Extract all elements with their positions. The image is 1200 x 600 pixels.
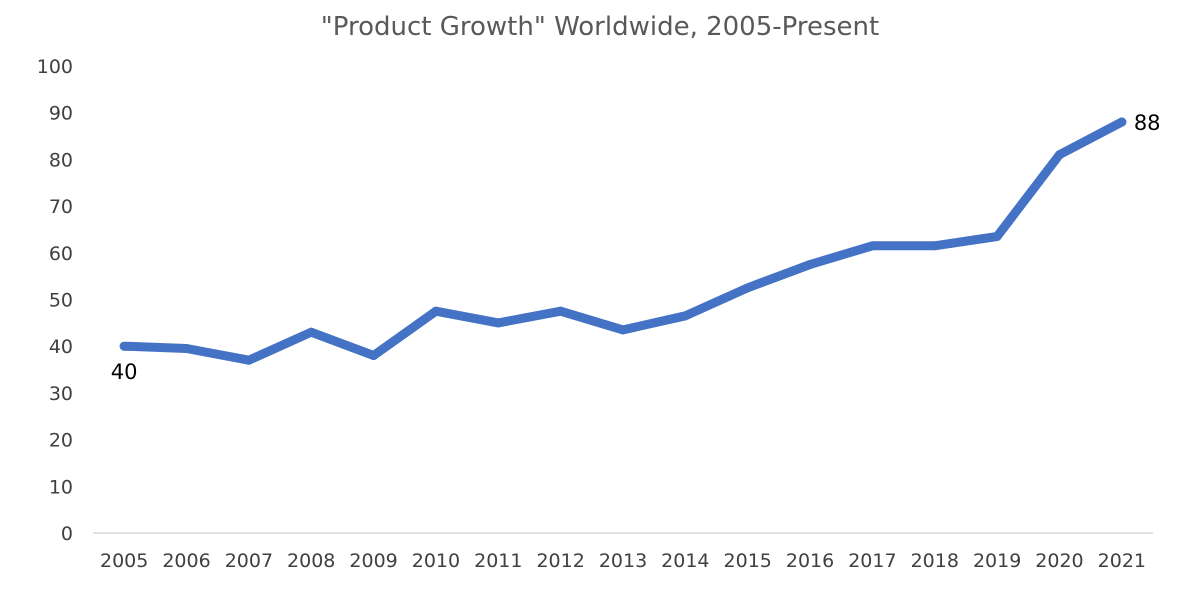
data-point: [182, 344, 192, 354]
x-axis-tick-labels: 2005 2006 2007 2008 2009 2010 2011 2012 2013 2014…: [100, 550, 1146, 572]
data-point: [493, 318, 503, 328]
data-point: [618, 325, 628, 335]
x-tick-label: 2015: [724, 550, 772, 572]
data-point: [867, 241, 877, 251]
data-label-2021: 88: [1134, 111, 1161, 135]
data-point: [244, 355, 254, 365]
data-point: [369, 351, 379, 361]
data-point: [431, 306, 441, 316]
y-tick-label: 20: [49, 430, 73, 452]
x-tick-label: 2020: [1035, 550, 1083, 572]
x-tick-label: 2005: [100, 550, 148, 572]
x-tick-label: 2007: [225, 550, 273, 572]
series-layer: [119, 117, 1127, 365]
data-point: [805, 259, 815, 269]
data-point: [680, 311, 690, 321]
y-tick-label: 0: [61, 523, 73, 545]
x-tick-label: 2013: [599, 550, 647, 572]
data-point: [1054, 150, 1064, 160]
x-tick-label: 2017: [848, 550, 896, 572]
data-label-2005: 40: [111, 360, 138, 384]
y-tick-label: 90: [49, 103, 73, 125]
y-axis-tick-labels: 0 10 20 30 40 50 60 70 80 90 100: [37, 56, 73, 545]
x-tick-label: 2011: [474, 550, 522, 572]
y-tick-label: 40: [49, 336, 73, 358]
y-tick-label: 80: [49, 149, 73, 171]
x-tick-label: 2014: [661, 550, 709, 572]
y-tick-label: 30: [49, 383, 73, 405]
data-point: [306, 327, 316, 337]
data-point: [992, 231, 1002, 241]
x-tick-label: 2009: [349, 550, 397, 572]
x-tick-label: 2021: [1098, 550, 1146, 572]
y-tick-label: 10: [49, 476, 73, 498]
data-point: [743, 283, 753, 293]
y-tick-label: 100: [37, 56, 73, 78]
x-tick-label: 2008: [287, 550, 335, 572]
series-line-0: [119, 117, 1127, 365]
y-tick-label: 70: [49, 196, 73, 218]
x-tick-label: 2016: [786, 550, 834, 572]
data-point: [119, 341, 129, 351]
data-point: [556, 306, 566, 316]
x-tick-label: 2012: [536, 550, 584, 572]
y-tick-label: 60: [49, 243, 73, 265]
data-point: [1117, 117, 1127, 127]
x-tick-label: 2006: [162, 550, 210, 572]
data-labels: 40 88: [111, 111, 1161, 384]
x-tick-label: 2010: [412, 550, 460, 572]
x-tick-label: 2019: [973, 550, 1021, 572]
x-tick-label: 2018: [911, 550, 959, 572]
chart-subtitle: "Product Growth" Worldwide, 2005-Present: [320, 12, 880, 42]
data-point: [930, 241, 940, 251]
y-tick-label: 50: [49, 290, 73, 312]
